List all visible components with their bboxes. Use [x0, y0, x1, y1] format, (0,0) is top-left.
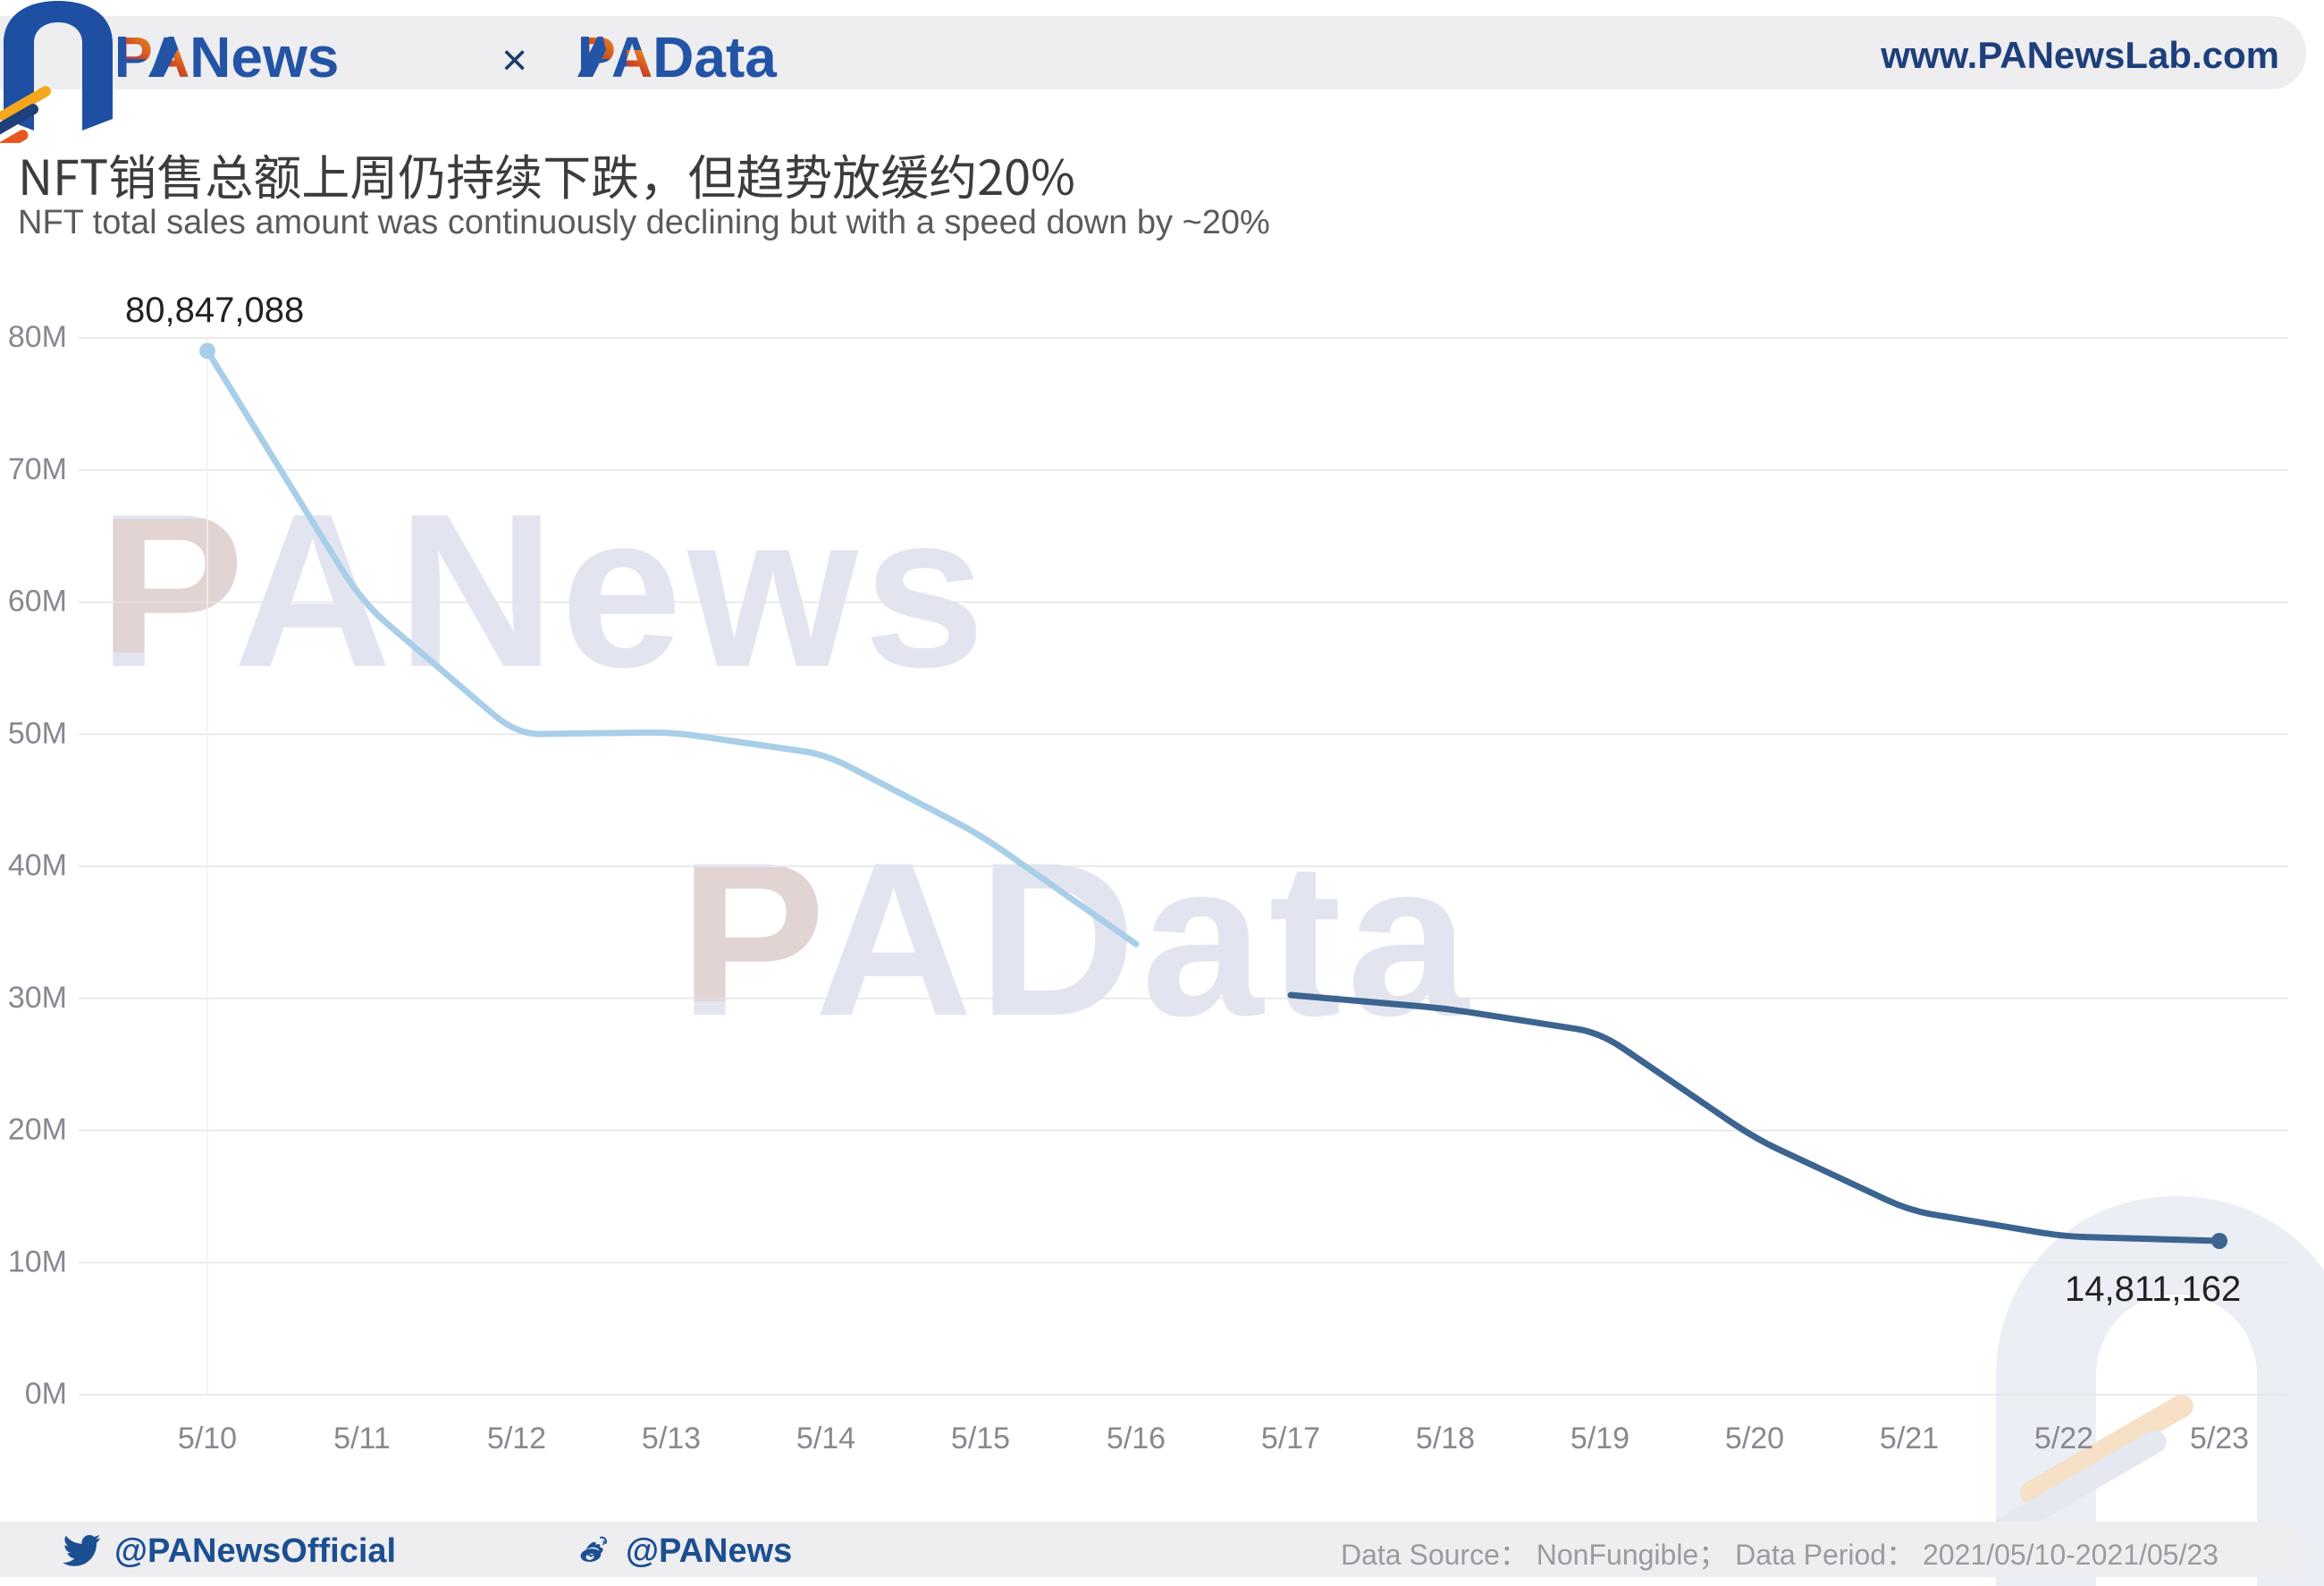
svg-text:5/11: 5/11 [333, 1421, 391, 1455]
svg-text:80,847,088: 80,847,088 [125, 291, 304, 330]
svg-text:40M: 40M [8, 848, 67, 882]
svg-text:5/23: 5/23 [2190, 1421, 2249, 1455]
svg-text:5/10: 5/10 [178, 1421, 237, 1455]
svg-text:60M: 60M [8, 585, 67, 619]
svg-text:20M: 20M [8, 1113, 67, 1147]
svg-text:5/14: 5/14 [796, 1421, 855, 1455]
svg-text:30M: 30M [8, 981, 67, 1015]
svg-text:10M: 10M [8, 1244, 67, 1278]
svg-text:5/15: 5/15 [951, 1421, 1010, 1455]
svg-text:0M: 0M [25, 1377, 67, 1411]
svg-text:80M: 80M [8, 320, 67, 354]
svg-text:5/16: 5/16 [1107, 1421, 1166, 1455]
svg-text:5/13: 5/13 [642, 1421, 701, 1455]
svg-text:5/12: 5/12 [487, 1421, 546, 1455]
svg-text:70M: 70M [8, 452, 67, 486]
svg-text:5/18: 5/18 [1416, 1421, 1475, 1455]
svg-text:5/21: 5/21 [1880, 1421, 1939, 1455]
svg-text:5/19: 5/19 [1570, 1421, 1629, 1455]
svg-text:5/17: 5/17 [1261, 1421, 1320, 1455]
svg-text:×: × [501, 35, 527, 85]
svg-text:5/20: 5/20 [1725, 1421, 1784, 1455]
svg-text:5/22: 5/22 [2034, 1421, 2093, 1455]
svg-text:14,811,162: 14,811,162 [2065, 1270, 2241, 1309]
svg-text:50M: 50M [8, 716, 67, 750]
